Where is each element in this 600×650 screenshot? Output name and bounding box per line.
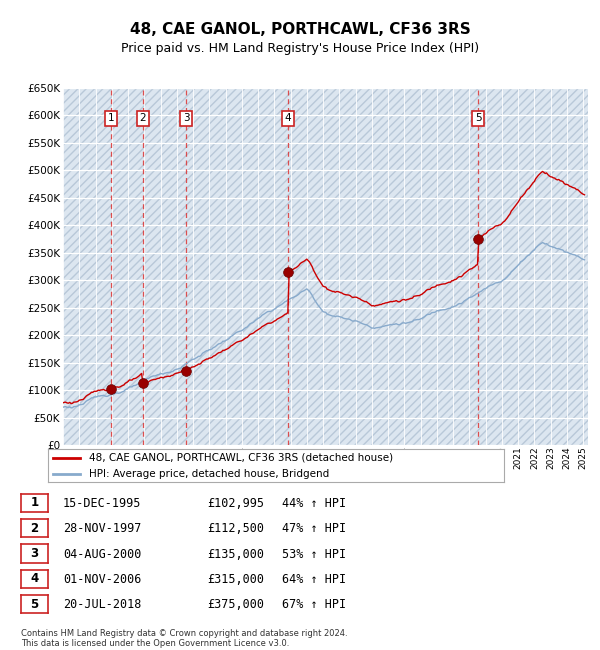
Text: 28-NOV-1997: 28-NOV-1997	[63, 523, 142, 536]
Text: 2: 2	[139, 113, 146, 123]
Text: 48, CAE GANOL, PORTHCAWL, CF36 3RS: 48, CAE GANOL, PORTHCAWL, CF36 3RS	[130, 21, 470, 37]
Text: 04-AUG-2000: 04-AUG-2000	[63, 547, 142, 560]
Text: 44% ↑ HPI: 44% ↑ HPI	[282, 497, 346, 510]
Text: 5: 5	[31, 598, 38, 611]
Text: 64% ↑ HPI: 64% ↑ HPI	[282, 573, 346, 586]
Text: £375,000: £375,000	[207, 598, 264, 611]
Text: £315,000: £315,000	[207, 573, 264, 586]
Text: 48, CAE GANOL, PORTHCAWL, CF36 3RS (detached house): 48, CAE GANOL, PORTHCAWL, CF36 3RS (deta…	[89, 453, 393, 463]
Text: 1: 1	[108, 113, 115, 123]
Text: HPI: Average price, detached house, Bridgend: HPI: Average price, detached house, Brid…	[89, 469, 329, 479]
Text: 3: 3	[183, 113, 190, 123]
Text: 4: 4	[284, 113, 291, 123]
Text: £112,500: £112,500	[207, 523, 264, 536]
Text: Contains HM Land Registry data © Crown copyright and database right 2024.
This d: Contains HM Land Registry data © Crown c…	[21, 629, 347, 648]
Text: 5: 5	[475, 113, 482, 123]
Text: 1: 1	[31, 497, 38, 510]
Text: 47% ↑ HPI: 47% ↑ HPI	[282, 523, 346, 536]
Text: 20-JUL-2018: 20-JUL-2018	[63, 598, 142, 611]
Text: 3: 3	[31, 547, 38, 560]
Text: 15-DEC-1995: 15-DEC-1995	[63, 497, 142, 510]
Text: 01-NOV-2006: 01-NOV-2006	[63, 573, 142, 586]
Text: 67% ↑ HPI: 67% ↑ HPI	[282, 598, 346, 611]
Text: £102,995: £102,995	[207, 497, 264, 510]
Text: 4: 4	[31, 572, 38, 585]
Text: 2: 2	[31, 521, 38, 534]
Text: Price paid vs. HM Land Registry's House Price Index (HPI): Price paid vs. HM Land Registry's House …	[121, 42, 479, 55]
Text: 53% ↑ HPI: 53% ↑ HPI	[282, 547, 346, 560]
Text: £135,000: £135,000	[207, 547, 264, 560]
